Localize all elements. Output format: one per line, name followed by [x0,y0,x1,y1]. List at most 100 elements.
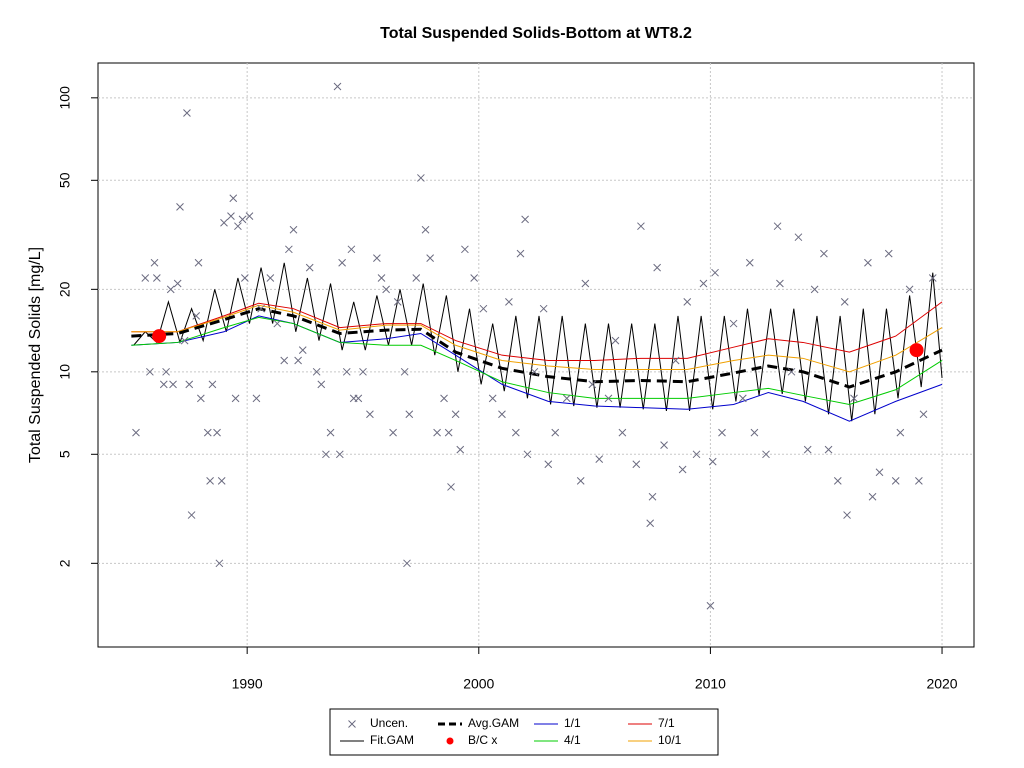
data-point [366,410,374,419]
y-tick-label: 2 [57,559,73,567]
x-tick-label: 2010 [695,676,726,692]
data-point [440,394,448,403]
chart-title: Total Suspended Solids-Bottom at WT8.2 [380,25,692,42]
plot-frame [97,62,975,648]
data-point [231,394,240,403]
legend-label: 1/1 [564,716,581,730]
data-point [312,367,321,376]
y-tick-label: 50 [57,172,73,188]
y-axis-label: Total Suspended Solids [mg/L] [27,247,44,463]
data-point [373,254,381,262]
data-point [266,274,275,282]
data-point [417,174,425,182]
data-point [196,394,205,403]
data-point [405,410,414,419]
data-point [192,312,201,320]
data-point [595,455,604,464]
legend-label: 10/1 [658,733,682,747]
data-point [718,428,726,437]
x-tick-label: 1990 [232,676,263,692]
data-point [208,380,217,389]
data-point [820,249,828,258]
y-tick-label: 20 [57,281,73,297]
data-point [523,450,532,459]
data-point [273,319,282,328]
data-point [433,428,441,437]
data-point [891,476,900,485]
legend-box [329,708,719,756]
data-point [377,274,386,282]
data-point [699,279,708,288]
data-point [909,343,924,358]
data-point [915,476,923,485]
data-point [511,428,520,437]
legend-symbol [446,737,454,745]
y-tick-label: 5 [57,450,73,458]
legend-label: Fit.GAM [370,733,414,747]
data-point [868,492,877,501]
data-line [131,304,943,373]
data-point [400,367,409,376]
data-point [132,428,140,437]
data-point [206,476,214,485]
data-point [333,82,342,91]
data-point [146,367,154,376]
data-point [488,394,497,403]
data-point [342,367,351,376]
data-point [152,274,161,282]
data-point [382,285,390,294]
data-point [203,428,212,437]
data-point [521,215,529,224]
data-point [750,428,759,437]
data-point [516,249,525,258]
data-point [444,428,453,437]
data-point [711,268,719,277]
data-point [187,511,196,519]
data-point [505,298,513,306]
data-point [810,285,819,294]
data-point [864,258,872,267]
data-point [919,410,928,419]
data-point [660,441,668,449]
data-point [234,222,242,231]
data-line [131,315,943,422]
data-point [611,336,620,345]
data-point [294,356,302,365]
data-point [539,304,548,313]
data-point [451,410,460,419]
data-point [604,394,613,403]
data-point [141,274,150,282]
data-point [285,245,293,254]
data-point [653,263,661,272]
data-point [229,194,238,203]
legend-label: B/C x [468,733,497,747]
data-point [896,428,905,437]
data-point [875,468,884,477]
data-point [562,394,571,403]
data-line [131,301,943,361]
data-point [692,450,701,459]
data-point [194,258,203,267]
data-point [648,492,657,501]
data-point [850,394,858,403]
data-point [530,367,539,376]
data-point [794,233,803,242]
data-point [317,380,326,389]
data-point [150,258,159,267]
data-point [403,559,411,568]
data-point [240,274,249,282]
data-point [905,285,914,294]
data-point [637,222,645,231]
data-point [152,329,167,344]
data-point [213,428,221,437]
data-point [359,367,367,376]
x-tick-label: 2020 [926,676,957,692]
data-point [729,319,738,328]
data-point [833,476,842,485]
data-point [183,109,191,117]
data-point [618,428,627,437]
data-point [884,249,893,258]
data-point [238,215,247,224]
